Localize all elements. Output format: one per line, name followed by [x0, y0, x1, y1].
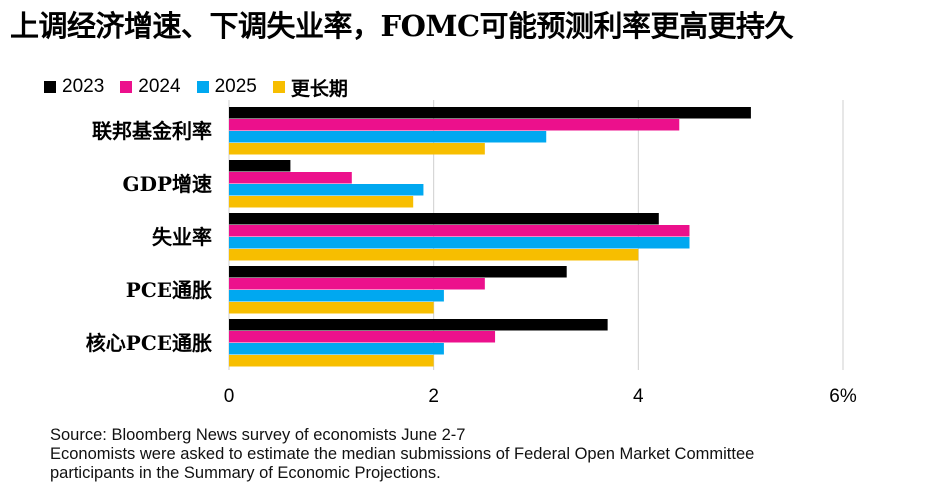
bar-3-1 — [229, 278, 485, 290]
source-note: Source: Bloomberg News survey of economi… — [50, 426, 466, 444]
bar-4-0 — [229, 319, 608, 331]
category-label-2: 失业率 — [152, 225, 212, 249]
legend-item-3: 更长期 — [272, 74, 348, 101]
bar-2-3 — [229, 249, 639, 261]
bar-0-3 — [229, 143, 485, 155]
legend: 2023 2024 2025 更长期 — [44, 74, 364, 100]
category-label-1: GDP增速 — [123, 172, 212, 196]
bar-1-1 — [229, 172, 352, 184]
legend-label-0: 2023 — [62, 76, 105, 97]
methodology-note-line-2: participants in the Summary of Economic … — [50, 464, 441, 482]
bar-0-1 — [229, 119, 680, 131]
legend-swatch-0 — [44, 81, 56, 93]
bar-1-0 — [229, 160, 291, 172]
bar-2-2 — [229, 237, 690, 249]
bar-3-2 — [229, 290, 444, 302]
bar-1-2 — [229, 184, 424, 196]
category-label-3: PCE通胀 — [126, 278, 212, 302]
footer: Source: Bloomberg News survey of economi… — [50, 426, 920, 483]
bar-1-3 — [229, 196, 414, 208]
category-label-0: 联邦基金利率 — [92, 119, 212, 143]
bar-0-2 — [229, 131, 547, 143]
category-label-4: 核心PCE通胀 — [86, 331, 212, 355]
legend-label-3: 更长期 — [290, 77, 348, 100]
legend-swatch-3 — [272, 81, 285, 93]
bar-3-0 — [229, 266, 567, 278]
legend-item-2: 2025 — [196, 76, 257, 98]
x-tick-label-0: 0 — [224, 386, 235, 407]
bar-4-2 — [229, 343, 444, 355]
legend-label-2: 2025 — [214, 76, 257, 97]
legend-label-1: 2024 — [138, 76, 181, 97]
x-tick-label-3: 6% — [829, 386, 857, 407]
bar-4-1 — [229, 331, 496, 343]
bar-3-3 — [229, 302, 434, 314]
legend-swatch-1 — [120, 81, 133, 93]
methodology-note-line-1: Economists were asked to estimate the me… — [50, 445, 755, 463]
bar-0-0 — [229, 107, 751, 119]
bar-2-0 — [229, 213, 659, 225]
bar-2-1 — [229, 225, 690, 237]
legend-swatch-2 — [196, 81, 209, 93]
bar-4-3 — [229, 355, 434, 367]
legend-item-1: 2024 — [120, 76, 181, 98]
x-tick-label-2: 4 — [633, 386, 644, 407]
chart-title: 上调经济增速、下调失业率，FOMC可能预测利率更高更持久 — [10, 9, 794, 43]
x-tick-label-1: 2 — [428, 386, 439, 407]
legend-item-0: 2023 — [44, 76, 104, 98]
